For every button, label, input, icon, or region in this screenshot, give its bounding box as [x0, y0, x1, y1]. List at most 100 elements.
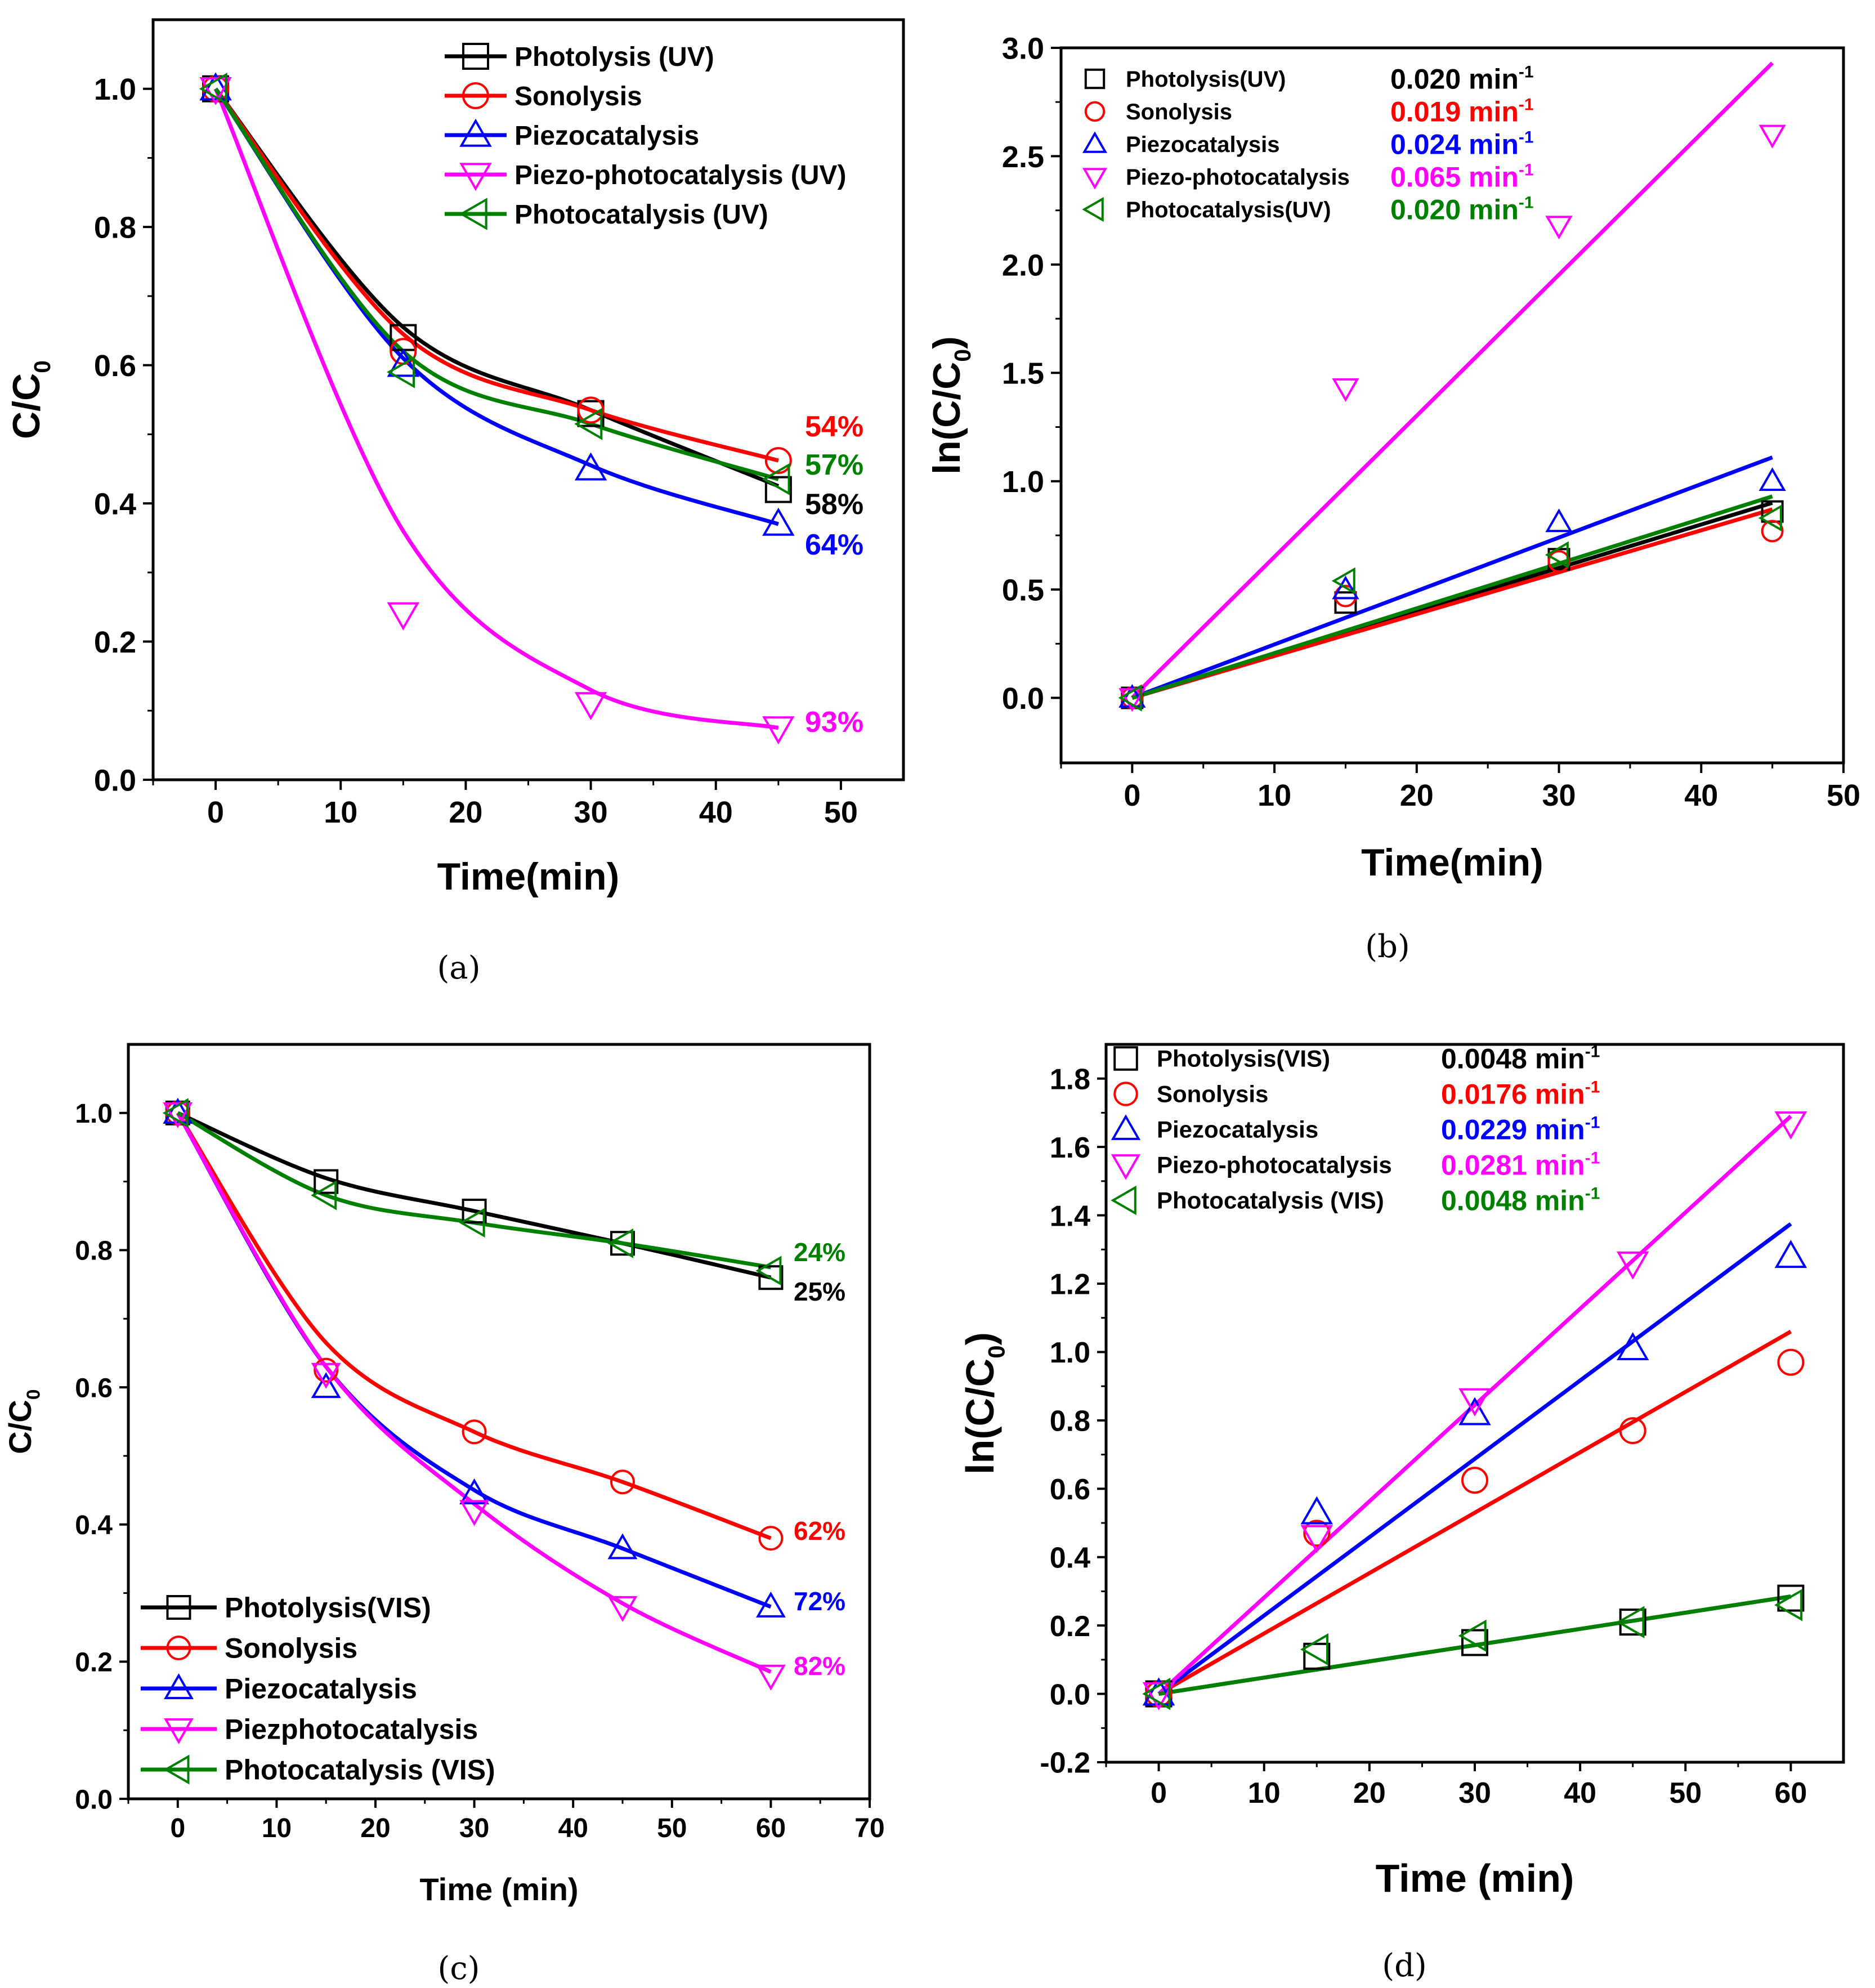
- y-tick-label: 0.4: [75, 1511, 113, 1540]
- data-point: [1458, 1397, 1491, 1426]
- caption-a: (a): [437, 950, 480, 986]
- y-tick-label: 1.8: [1050, 1063, 1090, 1096]
- data-point: [1545, 216, 1573, 240]
- percent-label: 82%: [794, 1651, 845, 1681]
- y-tick-label: 1.2: [1050, 1268, 1090, 1301]
- x-axis-label: Time(min): [1361, 841, 1543, 884]
- series-line-0: [177, 1111, 772, 1280]
- data-point: [574, 408, 603, 440]
- data-point: [574, 452, 607, 481]
- data-point: [574, 692, 607, 721]
- data-point: [1774, 1111, 1807, 1140]
- x-tick-label: 20: [1353, 1777, 1386, 1810]
- data-point: [199, 72, 232, 101]
- plot-frame: [1059, 46, 1845, 765]
- x-tick-label: 20: [449, 796, 482, 829]
- legend-rate: 0.019 min-1: [1390, 96, 1534, 128]
- chart-a: 0 10 20 30 40 50 0.0 0.2 0.4 0.6 0.8 1.0 Time(min) C/…: [5, 18, 905, 898]
- legend-rate: 0.0176 min-1: [1441, 1078, 1600, 1110]
- legend-rate-exponent: -1: [1585, 1114, 1600, 1132]
- legend-rate-exponent: -1: [1519, 194, 1534, 212]
- data-point: [1758, 467, 1786, 491]
- caption-d: (d): [1382, 1947, 1427, 1984]
- legend-marker: [462, 43, 489, 70]
- y-tick-label: 0.6: [75, 1373, 113, 1403]
- y-tick-label: 0.5: [1002, 574, 1044, 607]
- data-point: [462, 1199, 487, 1224]
- legend-label: Piezo-photocatalysis: [1126, 165, 1350, 190]
- data-point: [1777, 1348, 1805, 1376]
- x-tick-label: 60: [1775, 1777, 1807, 1810]
- legend-rate: 0.020 min-1: [1390, 63, 1534, 95]
- legend-label: Photolysis(UV): [1126, 67, 1286, 92]
- series-line-1: [176, 1111, 772, 1540]
- caption-b: (b): [1365, 928, 1410, 965]
- data-point: [607, 1533, 638, 1560]
- y-axis-label-main: ln(C/C: [925, 362, 968, 475]
- y-axis-label-subscript: 0: [24, 1389, 44, 1400]
- x-axis-label: Time(min): [437, 855, 620, 898]
- y-axis-label-group: ln(C/C0): [958, 1332, 1010, 1475]
- data-point: [607, 1228, 633, 1258]
- data-point: [755, 1664, 786, 1691]
- legend-rate-exponent: -1: [1519, 96, 1534, 114]
- data-point: [1303, 1520, 1331, 1547]
- data-point: [1118, 688, 1146, 712]
- data-point: [1545, 541, 1569, 569]
- series-line-1: [214, 87, 779, 463]
- legend-rate: 0.0229 min-1: [1441, 1114, 1600, 1146]
- y-tick-label: 0.2: [75, 1648, 113, 1678]
- y-axis-label-subscript: 0: [983, 1345, 1010, 1358]
- data-point: [1774, 1240, 1807, 1268]
- data-point: [199, 72, 227, 105]
- data-point: [755, 1591, 786, 1618]
- series-fit-line-2: [1157, 1222, 1792, 1696]
- legend-rate-value: 0.024 min: [1390, 129, 1519, 160]
- data-point: [1761, 520, 1784, 543]
- y-tick-label: 0.2: [94, 626, 136, 659]
- data-point: [764, 447, 792, 474]
- x-tick-label: 10: [262, 1813, 292, 1843]
- x-tick-label: 20: [1400, 779, 1434, 812]
- legend-label: Piezocatalysis: [514, 121, 699, 151]
- data-point: [1461, 1467, 1488, 1494]
- legend-marker: [164, 1673, 194, 1699]
- legend-rate-value: 0.019 min: [1390, 96, 1519, 128]
- data-point: [459, 1208, 485, 1238]
- legend-label: Photocatalysis (UV): [514, 200, 768, 230]
- x-tick-label: 20: [360, 1813, 390, 1843]
- x-tick-label: 40: [558, 1813, 588, 1843]
- legend-rate-exponent: -1: [1585, 1078, 1600, 1097]
- series-line-3: [213, 88, 779, 730]
- chart-b: 0 10 20 30 40 50 0.0 0.5 1.0 1.5 2.0 2.5 3.0 Time(min…: [925, 32, 1860, 884]
- data-point: [755, 1256, 782, 1286]
- x-tick-label: 0: [207, 796, 224, 829]
- x-tick-label: 0: [1151, 1777, 1167, 1810]
- percent-label: 54%: [805, 410, 863, 443]
- data-point: [1303, 1642, 1331, 1670]
- data-point: [1142, 1677, 1175, 1706]
- series-line-3: [176, 1112, 772, 1674]
- legend-label: Photocatalysis (VIS): [1157, 1187, 1384, 1214]
- legend-marker: [1111, 1114, 1141, 1140]
- series-fit-line-2: [1131, 455, 1773, 700]
- legend-label: Piezo-photocatalysis: [1157, 1152, 1392, 1178]
- y-tick-label: 0.6: [94, 349, 136, 383]
- x-tick-label: 50: [1827, 779, 1860, 812]
- data-point: [459, 1478, 490, 1504]
- legend-rate-exponent: -1: [1585, 1185, 1600, 1203]
- data-point: [1300, 1633, 1328, 1666]
- data-point: [1616, 1251, 1649, 1280]
- data-point: [387, 602, 420, 631]
- chart-c: 0 10 20 30 40 50 60 70 0.0 0.2 0.4 0.6 0.8 1.0 Time (m…: [2, 1043, 885, 1907]
- legend-label: Piezphotocatalysis: [225, 1714, 478, 1745]
- series-fit-line-3: [1157, 1114, 1792, 1696]
- data-point: [462, 1419, 487, 1445]
- x-tick-label: 40: [699, 796, 733, 829]
- y-tick-label: 0.0: [1050, 1678, 1090, 1711]
- legend-marker: [1082, 131, 1108, 153]
- data-point: [1461, 1629, 1488, 1656]
